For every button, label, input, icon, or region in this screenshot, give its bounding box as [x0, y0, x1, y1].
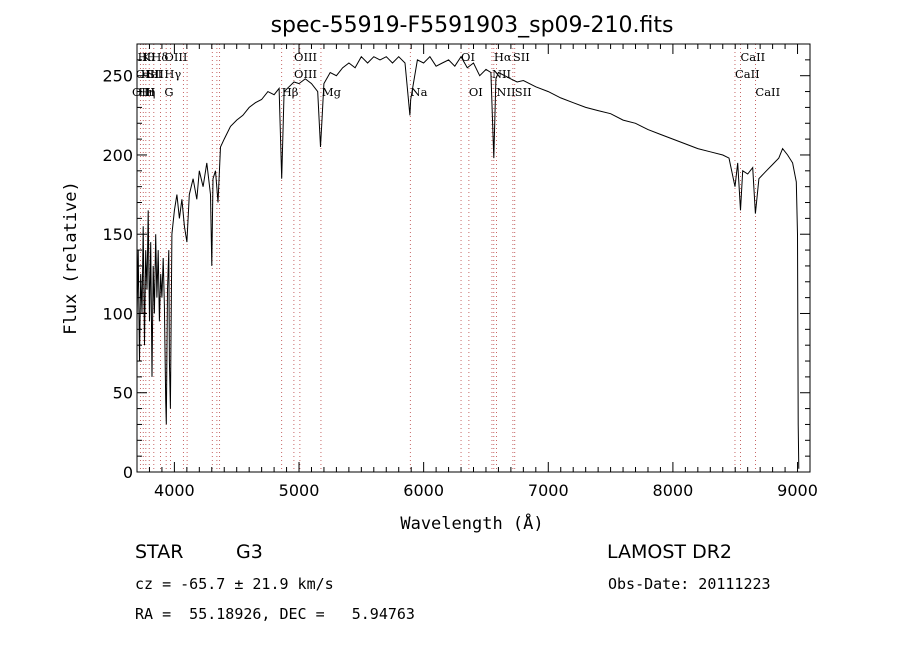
line-marker-label: Mg: [322, 85, 342, 99]
x-axis-ticks: 4000 5000 6000 7000 8000 9000: [148, 44, 818, 500]
line-marker-label: OIII: [294, 67, 317, 81]
y-axis-label: Flux (relative): [61, 181, 81, 335]
object-type: STAR: [135, 541, 184, 563]
line-marker-label: OIII: [164, 50, 187, 64]
line-marker-label: HeI: [141, 67, 162, 81]
line-marker-label: SII: [513, 50, 530, 64]
x-axis-label: Wavelength (Å): [400, 512, 543, 534]
coordinates-text: RA = 55.18926, DEC = 5.94763: [135, 605, 415, 623]
x-tick-label: 6000: [403, 481, 444, 500]
y-tick-label: 100: [102, 304, 133, 323]
line-marker-label: Hη: [138, 85, 155, 99]
redshift-text: cz = -65.7 ± 21.9 km/s: [135, 575, 334, 593]
x-tick-label: 7000: [528, 481, 569, 500]
line-marker-label: Na: [411, 85, 428, 99]
line-marker-label: SII: [147, 67, 164, 81]
y-tick-label: 50: [113, 384, 133, 403]
line-marker-label: Hγ: [164, 67, 181, 81]
y-tick-label: 250: [102, 67, 133, 86]
line-marker-label: K: [142, 50, 151, 64]
y-tick-label: 200: [102, 146, 133, 165]
x-tick-label: 9000: [777, 481, 818, 500]
line-marker-label: Hθ: [138, 50, 155, 64]
line-marker-label: CaII: [740, 50, 765, 64]
line-marker-label: OIII: [294, 50, 317, 64]
y-tick-label: 150: [102, 225, 133, 244]
y-tick-label: 0: [123, 463, 133, 482]
line-marker-label: OI: [461, 50, 475, 64]
x-tick-label: 5000: [279, 481, 320, 500]
survey-name: LAMOST DR2: [607, 541, 732, 563]
y-axis-ticks: 0 50 100 150 200 250: [102, 43, 810, 482]
line-marker-label: NII: [496, 85, 515, 99]
line-marker-label: CaII: [735, 67, 760, 81]
line-marker-label: OIII: [132, 85, 155, 99]
plot-frame: [136, 43, 811, 473]
x-tick-label: 4000: [154, 481, 195, 500]
line-marker-label: OI: [469, 85, 483, 99]
line-marker-label: G: [164, 85, 173, 99]
x-tick-label: 8000: [653, 481, 694, 500]
line-marker-label: OIII: [136, 67, 159, 81]
spectral-subclass: G3: [236, 541, 263, 563]
line-marker-label: Hδ: [151, 50, 168, 64]
chart-title: spec-55919-F5591903_sp09-210.fits: [271, 13, 674, 38]
line-marker-label: H: [145, 85, 155, 99]
line-marker-label: SII: [515, 85, 532, 99]
line-marker-label: CaII: [755, 85, 780, 99]
line-marker-label: Hβ: [282, 85, 299, 99]
obs-date-text: Obs-Date: 20111223: [608, 575, 771, 593]
emission-line-markers: [139, 44, 756, 472]
spectrum-line: [136, 55, 800, 469]
line-marker-label: Hα: [494, 50, 512, 64]
